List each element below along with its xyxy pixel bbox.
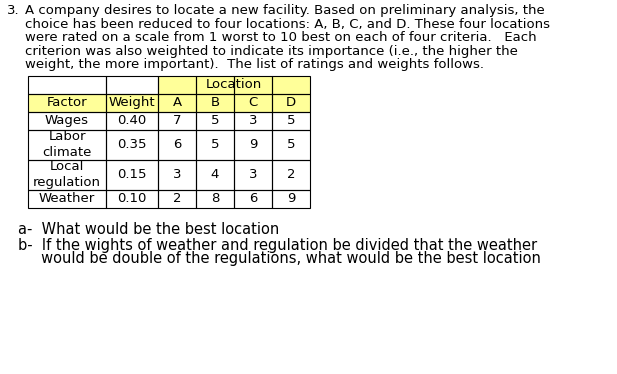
Bar xyxy=(196,159,234,190)
Bar xyxy=(158,190,196,208)
Text: 9: 9 xyxy=(249,138,257,151)
Bar xyxy=(272,129,310,159)
Bar xyxy=(106,94,158,111)
Bar xyxy=(28,94,310,111)
Text: 2: 2 xyxy=(287,168,296,181)
Bar xyxy=(106,190,158,208)
Text: 3: 3 xyxy=(173,168,181,181)
Bar xyxy=(234,190,272,208)
Bar xyxy=(234,159,272,190)
Bar xyxy=(234,94,272,111)
Text: 0.35: 0.35 xyxy=(117,138,147,151)
Text: choice has been reduced to four locations: A, B, C, and D. These four locations: choice has been reduced to four location… xyxy=(25,18,550,31)
Bar xyxy=(158,94,196,111)
Text: Factor: Factor xyxy=(47,96,88,109)
Bar xyxy=(234,111,272,129)
Bar xyxy=(106,159,158,190)
Bar xyxy=(272,76,310,94)
Bar xyxy=(28,76,106,94)
Text: 2: 2 xyxy=(173,192,181,205)
Bar xyxy=(272,159,310,190)
Bar xyxy=(28,111,106,129)
Text: D: D xyxy=(286,96,296,109)
Text: 0.40: 0.40 xyxy=(117,114,147,127)
Text: 0.10: 0.10 xyxy=(117,192,147,205)
Text: Wages: Wages xyxy=(45,114,89,127)
Bar xyxy=(28,94,106,111)
Text: 3: 3 xyxy=(249,114,257,127)
Bar xyxy=(158,129,196,159)
Text: 3.: 3. xyxy=(7,4,20,17)
Text: 3: 3 xyxy=(249,168,257,181)
Bar xyxy=(158,159,196,190)
Bar xyxy=(234,129,272,159)
Bar xyxy=(272,190,310,208)
Text: criterion was also weighted to indicate its importance (i.e., the higher the: criterion was also weighted to indicate … xyxy=(25,45,518,58)
Text: 9: 9 xyxy=(287,192,295,205)
Bar xyxy=(196,129,234,159)
Bar xyxy=(196,94,234,111)
Bar xyxy=(272,94,310,111)
Bar xyxy=(272,111,310,129)
Text: 6: 6 xyxy=(249,192,257,205)
Bar xyxy=(196,111,234,129)
Bar xyxy=(196,76,234,94)
Text: 7: 7 xyxy=(173,114,181,127)
Bar xyxy=(28,129,106,159)
Text: A company desires to locate a new facility. Based on preliminary analysis, the: A company desires to locate a new facili… xyxy=(25,4,545,17)
Text: B: B xyxy=(210,96,220,109)
Bar xyxy=(106,111,158,129)
Text: Location: Location xyxy=(206,78,262,91)
Bar xyxy=(106,76,158,94)
Text: 5: 5 xyxy=(287,138,296,151)
Text: C: C xyxy=(249,96,258,109)
Text: A: A xyxy=(172,96,181,109)
Text: 5: 5 xyxy=(287,114,296,127)
Text: were rated on a scale from 1 worst to 10 best on each of four criteria.   Each: were rated on a scale from 1 worst to 10… xyxy=(25,31,537,44)
Text: 6: 6 xyxy=(173,138,181,151)
Bar xyxy=(28,76,158,94)
Bar xyxy=(28,190,106,208)
Text: 8: 8 xyxy=(211,192,219,205)
Text: Weather: Weather xyxy=(39,192,95,205)
Text: would be double of the regulations, what would be the best location: would be double of the regulations, what… xyxy=(18,251,541,267)
Text: 0.15: 0.15 xyxy=(117,168,147,181)
Bar xyxy=(28,159,106,190)
Bar xyxy=(234,76,272,94)
Text: Labor
climate: Labor climate xyxy=(43,130,92,159)
Text: Weight: Weight xyxy=(109,96,155,109)
Text: 4: 4 xyxy=(211,168,219,181)
Text: b-  If the wights of weather and regulation be divided that the weather: b- If the wights of weather and regulati… xyxy=(18,237,537,252)
Bar xyxy=(158,76,310,94)
Text: 5: 5 xyxy=(211,114,219,127)
Text: Local
regulation: Local regulation xyxy=(33,160,101,189)
Text: 5: 5 xyxy=(211,138,219,151)
Text: a-  What would be the best location: a- What would be the best location xyxy=(18,221,280,236)
Text: weight, the more important).  The list of ratings and weights follows.: weight, the more important). The list of… xyxy=(25,58,484,71)
Bar xyxy=(158,111,196,129)
Bar xyxy=(196,190,234,208)
Bar xyxy=(158,76,196,94)
Bar xyxy=(106,129,158,159)
